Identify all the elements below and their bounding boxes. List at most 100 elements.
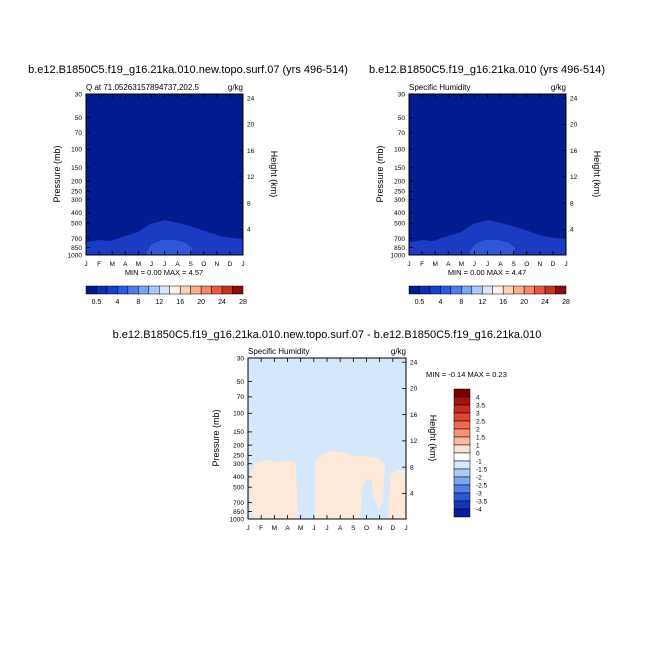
y-tick-label: 1000 bbox=[68, 252, 83, 259]
colorbar-box bbox=[453, 404, 471, 414]
x-tick-label: A bbox=[123, 261, 128, 268]
colorbar-label: 2.5 bbox=[476, 418, 485, 425]
y2-tick-label: 4 bbox=[247, 227, 251, 234]
y-tick-label: 250 bbox=[233, 453, 244, 460]
colorbar-box bbox=[555, 285, 567, 295]
y-tick-label: 700 bbox=[394, 236, 405, 243]
colorbar-box bbox=[419, 285, 431, 295]
panel-3-positive-region-3 bbox=[388, 470, 406, 519]
panel-3-y2label: Height (km) bbox=[428, 415, 438, 462]
panel-1-y2-ticks: 24 20 16 12 8 4 bbox=[239, 95, 255, 234]
panel-2-colorbar: 0.5 4 8 12 16 20 24 28 bbox=[408, 285, 570, 306]
panel-2-title: b.e12.B1850C5.f19_g16.21ka.010 (yrs 496-… bbox=[369, 64, 605, 76]
y2-tick-label: 4 bbox=[570, 227, 574, 234]
x-tick-label: J bbox=[150, 261, 153, 268]
colorbar-box bbox=[453, 412, 471, 422]
colorbar-label: 12 bbox=[155, 299, 163, 306]
colorbar-box bbox=[429, 285, 441, 295]
colorbar-box bbox=[453, 388, 471, 398]
x-tick-label: S bbox=[351, 525, 356, 532]
colorbar-box bbox=[453, 492, 471, 502]
y2-tick-label: 8 bbox=[410, 464, 414, 471]
x-tick-label: A bbox=[446, 261, 451, 268]
x-tick-label: J bbox=[84, 261, 87, 268]
colorbar-box bbox=[534, 285, 546, 295]
colorbar-box bbox=[453, 452, 471, 462]
y-tick-label: 30 bbox=[75, 91, 83, 98]
x-tick-label: M bbox=[459, 261, 464, 268]
colorbar-label: 3.5 bbox=[476, 402, 485, 409]
y-tick-label: 700 bbox=[233, 500, 244, 507]
colorbar-box bbox=[453, 484, 471, 494]
y2-tick-label: 4 bbox=[410, 491, 414, 498]
colorbar-box bbox=[408, 285, 420, 295]
colorbar-label: -4 bbox=[476, 506, 482, 513]
colorbar-box bbox=[544, 285, 556, 295]
y2-tick-label: 24 bbox=[247, 95, 255, 102]
y-tick-label: 100 bbox=[233, 411, 244, 418]
colorbar-label: 2 bbox=[476, 426, 480, 433]
colorbar-box bbox=[523, 285, 535, 295]
colorbar-box bbox=[453, 476, 471, 486]
panel-3-positive-region-2 bbox=[315, 451, 385, 519]
y-tick-label: 150 bbox=[233, 429, 244, 436]
x-tick-label: J bbox=[407, 261, 410, 268]
panel-1-colorbar: 0.5 4 8 12 16 20 24 28 bbox=[85, 285, 247, 306]
panel-3-title: b.e12.B1850C5.f19_g16.21ka.010.new.topo.… bbox=[113, 329, 542, 341]
x-tick-label: D bbox=[228, 261, 233, 268]
x-tick-label: M bbox=[136, 261, 141, 268]
x-tick-label: J bbox=[246, 525, 249, 532]
x-tick-label: O bbox=[524, 261, 529, 268]
y-tick-label: 400 bbox=[233, 474, 244, 481]
panel-1-minmax: MIN = 0.00 MAX = 4.57 bbox=[125, 268, 203, 277]
panel-1-plot-area bbox=[85, 93, 244, 256]
colorbar-label: 0.5 bbox=[92, 299, 102, 306]
panel-2-contour-low bbox=[409, 220, 566, 255]
panel-1-variable-label: Q at 71.05263157894737,202.5 bbox=[86, 83, 200, 92]
colorbar-box bbox=[106, 285, 118, 295]
y-tick-label: 850 bbox=[394, 245, 405, 252]
x-tick-label: J bbox=[404, 525, 407, 532]
y-tick-label: 200 bbox=[394, 178, 405, 185]
colorbar-box bbox=[169, 285, 181, 295]
x-tick-label: J bbox=[486, 261, 489, 268]
y-tick-label: 150 bbox=[71, 165, 82, 172]
y-tick-label: 70 bbox=[237, 394, 245, 401]
panel-2-y2label: Height (km) bbox=[592, 151, 602, 198]
colorbar-box bbox=[179, 285, 191, 295]
y-tick-label: 500 bbox=[233, 484, 244, 491]
x-tick-label: J bbox=[163, 261, 166, 268]
panel-2: b.e12.B1850C5.f19_g16.21ka.010 (yrs 496-… bbox=[369, 64, 605, 306]
colorbar-label: -1 bbox=[476, 458, 482, 465]
colorbar-box bbox=[453, 436, 471, 446]
x-tick-label: N bbox=[214, 261, 219, 268]
y2-tick-label: 20 bbox=[570, 122, 578, 129]
y-tick-label: 50 bbox=[75, 115, 83, 122]
y2-tick-label: 16 bbox=[247, 148, 255, 155]
colorbar-box bbox=[482, 285, 493, 295]
y-tick-label: 200 bbox=[233, 442, 244, 449]
colorbar-label: -3 bbox=[476, 490, 482, 497]
panel-3-minmax: MIN = -0.14 MAX = 0.23 bbox=[426, 370, 507, 379]
y-tick-label: 150 bbox=[394, 165, 405, 172]
y2-tick-label: 8 bbox=[570, 200, 574, 207]
y-tick-label: 400 bbox=[71, 210, 82, 217]
colorbar-label: 24 bbox=[218, 299, 226, 306]
panel-3-units: g/kg bbox=[391, 347, 406, 356]
colorbar-label: 20 bbox=[520, 299, 528, 306]
colorbar-box bbox=[450, 285, 462, 295]
panel-2-y2-ticks: 24 20 16 12 8 4 bbox=[562, 95, 578, 234]
y2-tick-label: 12 bbox=[570, 174, 578, 181]
x-tick-label: O bbox=[364, 525, 369, 532]
panel-1-title: b.e12.B1850C5.f19_g16.21ka.010.new.topo.… bbox=[28, 64, 348, 76]
y-tick-label: 250 bbox=[394, 189, 405, 196]
colorbar-box bbox=[138, 285, 150, 295]
x-tick-label: M bbox=[432, 261, 437, 268]
y-tick-label: 850 bbox=[71, 245, 82, 252]
colorbar-label: 8 bbox=[136, 299, 140, 306]
x-tick-label: S bbox=[511, 261, 516, 268]
colorbar-box bbox=[85, 285, 97, 295]
y2-tick-label: 16 bbox=[410, 412, 418, 419]
